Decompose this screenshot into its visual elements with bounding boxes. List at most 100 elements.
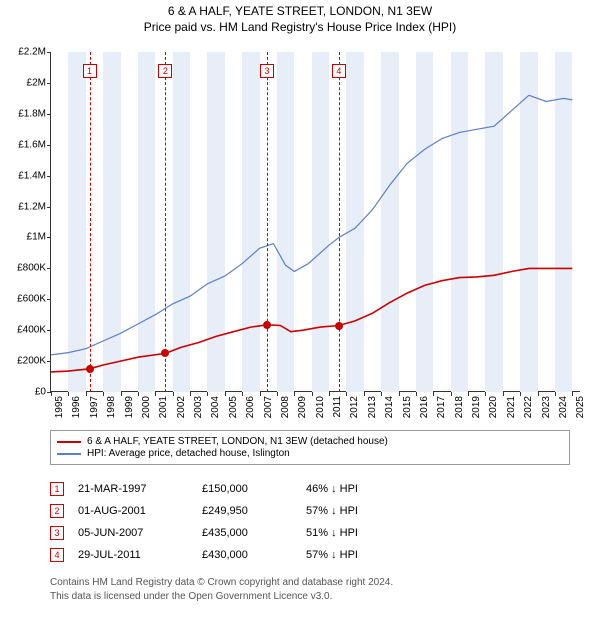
- y-tick: [47, 361, 51, 362]
- table-date: 05-JUN-2007: [78, 527, 188, 539]
- x-tick: [451, 392, 452, 396]
- marker-box: 1: [83, 64, 97, 78]
- x-axis-label: 2021: [506, 396, 517, 418]
- x-tick: [190, 392, 191, 396]
- x-tick: [555, 392, 556, 396]
- table-marker-box: 4: [50, 548, 64, 562]
- x-axis-label: 2009: [297, 396, 308, 418]
- table-date: 21-MAR-1997: [78, 483, 188, 495]
- x-tick: [103, 392, 104, 396]
- x-tick: [364, 392, 365, 396]
- table-pct: 46% ↓ HPI: [306, 483, 406, 495]
- y-axis-label: £400K: [17, 325, 46, 336]
- table-row: 201-AUG-2001£249,95057% ↓ HPI: [50, 500, 406, 522]
- x-tick: [260, 392, 261, 396]
- y-axis-label: £200K: [17, 356, 46, 367]
- table-price: £249,950: [202, 505, 292, 517]
- legend-item: 6 & A HALF, YEATE STREET, LONDON, N1 3EW…: [57, 436, 563, 447]
- marker-line: [165, 52, 166, 392]
- y-tick: [47, 145, 51, 146]
- legend-swatch: [57, 441, 81, 443]
- y-axis-label: £0: [35, 387, 46, 398]
- series-line: [51, 268, 572, 372]
- x-tick: [173, 392, 174, 396]
- line-layer: [51, 52, 581, 392]
- x-tick: [346, 392, 347, 396]
- table-marker-box: 3: [50, 526, 64, 540]
- table-row: 121-MAR-1997£150,00046% ↓ HPI: [50, 478, 406, 500]
- footer-line1: Contains HM Land Registry data © Crown c…: [50, 576, 393, 590]
- x-tick: [381, 392, 382, 396]
- legend-label: 6 & A HALF, YEATE STREET, LONDON, N1 3EW…: [87, 436, 388, 447]
- y-axis-label: £2M: [27, 77, 46, 88]
- x-axis-label: 2000: [141, 396, 152, 418]
- marker-dot: [86, 365, 94, 373]
- x-tick: [312, 392, 313, 396]
- x-tick: [68, 392, 69, 396]
- x-axis-label: 1996: [71, 396, 82, 418]
- title-block: 6 & A HALF, YEATE STREET, LONDON, N1 3EW…: [0, 0, 600, 34]
- x-tick: [225, 392, 226, 396]
- y-tick: [47, 299, 51, 300]
- y-tick: [47, 52, 51, 53]
- x-tick: [485, 392, 486, 396]
- series-line: [51, 95, 572, 355]
- x-axis-label: 2020: [488, 396, 499, 418]
- x-axis-label: 2022: [523, 396, 534, 418]
- x-tick: [433, 392, 434, 396]
- marker-dot: [161, 349, 169, 357]
- table-price: £430,000: [202, 549, 292, 561]
- x-axis-label: 2007: [263, 396, 274, 418]
- marker-box: 3: [260, 64, 274, 78]
- x-tick: [416, 392, 417, 396]
- table-price: £150,000: [202, 483, 292, 495]
- x-axis-label: 2023: [541, 396, 552, 418]
- table-pct: 57% ↓ HPI: [306, 549, 406, 561]
- y-axis-label: £1.8M: [18, 108, 46, 119]
- title-line2: Price paid vs. HM Land Registry's House …: [0, 20, 600, 34]
- x-axis-label: 2005: [228, 396, 239, 418]
- marker-line: [267, 52, 268, 392]
- marker-box: 4: [332, 64, 346, 78]
- marker-line: [339, 52, 340, 392]
- x-axis-label: 2003: [193, 396, 204, 418]
- x-axis-label: 2004: [210, 396, 221, 418]
- x-axis-label: 2014: [384, 396, 395, 418]
- plot-region: 1234: [50, 52, 580, 392]
- y-axis-label: £600K: [17, 294, 46, 305]
- x-tick: [329, 392, 330, 396]
- y-tick: [47, 176, 51, 177]
- x-axis-label: 2010: [315, 396, 326, 418]
- y-tick: [47, 237, 51, 238]
- x-axis-label: 2006: [245, 396, 256, 418]
- legend-label: HPI: Average price, detached house, Isli…: [87, 448, 290, 459]
- x-tick: [155, 392, 156, 396]
- x-axis-label: 2013: [367, 396, 378, 418]
- x-tick: [51, 392, 52, 396]
- y-tick: [47, 207, 51, 208]
- x-tick: [399, 392, 400, 396]
- transactions-table: 121-MAR-1997£150,00046% ↓ HPI201-AUG-200…: [50, 478, 406, 566]
- x-tick: [520, 392, 521, 396]
- y-tick: [47, 114, 51, 115]
- legend-item: HPI: Average price, detached house, Isli…: [57, 448, 563, 459]
- marker-line: [90, 52, 91, 392]
- x-tick: [121, 392, 122, 396]
- x-axis-label: 1995: [54, 396, 65, 418]
- x-tick: [242, 392, 243, 396]
- x-axis-label: 1997: [89, 396, 100, 418]
- x-axis-label: 2002: [176, 396, 187, 418]
- table-pct: 57% ↓ HPI: [306, 505, 406, 517]
- x-tick: [86, 392, 87, 396]
- x-axis-label: 1999: [124, 396, 135, 418]
- x-tick: [503, 392, 504, 396]
- x-axis-label: 2001: [158, 396, 169, 418]
- x-tick: [468, 392, 469, 396]
- y-axis-label: £1.2M: [18, 201, 46, 212]
- marker-dot: [335, 322, 343, 330]
- table-row: 4 29-JUL-2011 £430,000 57% ↓ HPI: [50, 544, 406, 566]
- x-axis-label: 2019: [471, 396, 482, 418]
- y-axis-label: £1M: [27, 232, 46, 243]
- x-axis-label: 2012: [349, 396, 360, 418]
- table-date: 29-JUL-2011: [78, 549, 188, 561]
